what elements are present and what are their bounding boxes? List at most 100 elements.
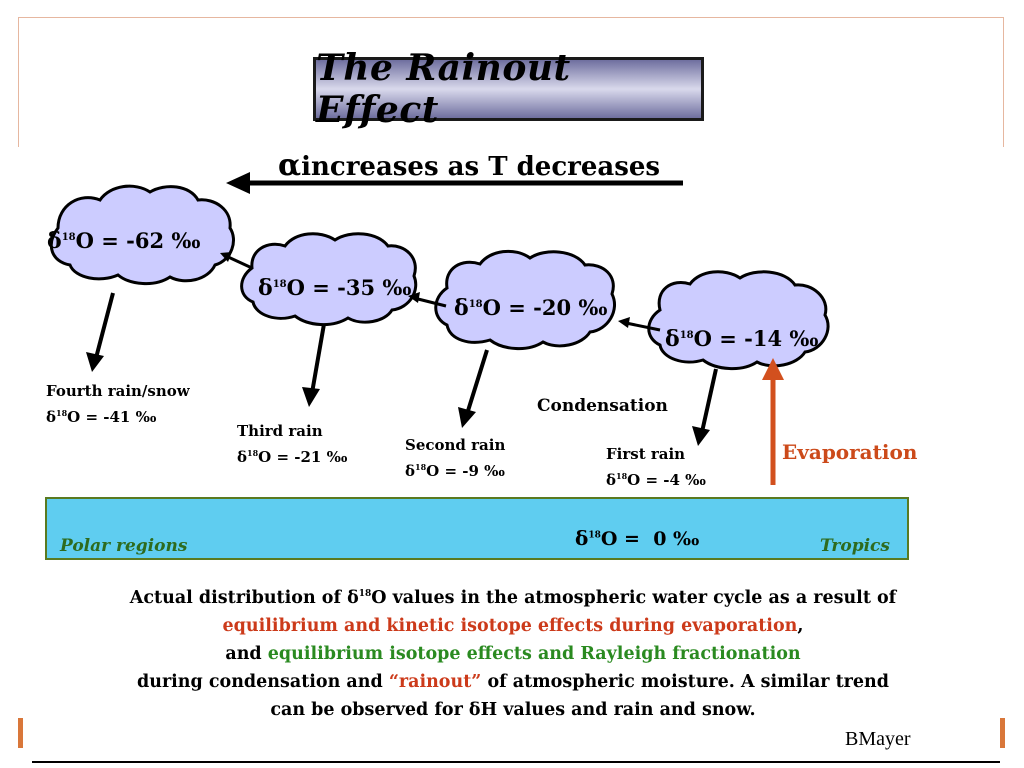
delta-symbol: δ [606, 471, 617, 489]
page-title: The Rainout Effect [316, 47, 571, 131]
cloud-label-3: δ18O = -20 ‰ [454, 295, 607, 321]
cloud-link-arrow-1 [225, 254, 253, 270]
ocean-value: 0 ‰ [653, 528, 700, 550]
isotope-tail: O = [600, 528, 647, 550]
caption-text: during condensation and [136, 671, 389, 692]
cloud-value-3: -20 ‰ [533, 295, 608, 320]
delta-symbol: δ [454, 295, 469, 321]
delta-symbol: δ [258, 275, 273, 301]
caption-text: , [797, 615, 804, 636]
isotope-mass: 18 [616, 471, 628, 481]
cloud-value-1: -62 ‰ [126, 228, 201, 253]
rain-value-2: -21 ‰ [294, 448, 348, 466]
delta-symbol: δ [405, 462, 416, 480]
delta-symbol: δ [468, 699, 481, 720]
caption-text: can be observed for [270, 699, 469, 720]
rain-value-3: -9 ‰ [462, 462, 505, 480]
rain-label-3: Second rain δ18O = -9 ‰ [405, 434, 505, 482]
caption: Actual distribution of δ18O values in th… [28, 580, 998, 724]
caption-line-4: during condensation and “rainout” of atm… [28, 668, 998, 696]
cloud-value-4: -14 ‰ [744, 326, 819, 351]
rain-arrow-1 [94, 292, 115, 359]
evaporation-label: Evaporation [782, 440, 918, 464]
isotope-mass: 18 [588, 530, 601, 541]
isotope-tail: O = [426, 462, 463, 480]
polar-regions-label: Polar regions [60, 536, 188, 556]
rain-value-4: -4 ‰ [663, 471, 706, 489]
cloud-link-arrowhead-3 [618, 317, 630, 328]
cloud-link-arrow-2 [413, 296, 447, 308]
isotope-mass: 18 [679, 330, 694, 341]
cloud-value-2: -35 ‰ [337, 275, 412, 300]
delta-symbol: δ [237, 448, 248, 466]
caption-text: O values in the atmospheric water cycle … [371, 587, 897, 608]
delta-symbol: δ [347, 587, 359, 608]
rain-name-3: Second rain [405, 436, 506, 454]
cloud-shape-1 [49, 184, 235, 285]
trend-statement: αincreases as T decreases [278, 148, 660, 183]
frame-left-line [18, 17, 19, 147]
accent-bar-left [18, 718, 23, 748]
delta-symbol: δ [665, 326, 680, 352]
rain-arrow-3 [465, 349, 489, 415]
rain-value-1: -41 ‰ [103, 408, 157, 426]
cloud-label-4: δ18O = -14 ‰ [665, 326, 818, 352]
cloud-link-arrowhead-2 [408, 292, 420, 303]
accent-bar-right [1000, 718, 1005, 748]
rain-arrowhead-4 [692, 426, 710, 446]
isotope-tail: O = [258, 448, 295, 466]
title-box: The Rainout Effect [313, 47, 704, 131]
caption-line-2: equilibrium and kinetic isotope effects … [28, 612, 998, 640]
bottom-rule [32, 761, 1000, 763]
rain-arrow-4 [700, 368, 718, 433]
rain-arrowhead-2 [302, 387, 320, 407]
frame-right-line [1003, 17, 1004, 147]
rain-name-1: Fourth rain/snow [46, 382, 190, 400]
rain-label-4: First rain δ18O = -4 ‰ [606, 443, 706, 491]
isotope-tail: O = [67, 408, 104, 426]
frame-top-line [18, 17, 1004, 18]
isotope-tail: O = [75, 228, 127, 253]
caption-text: and [225, 643, 268, 664]
cloud-link-arrowhead-1 [220, 252, 232, 262]
rain-name-2: Third rain [237, 422, 323, 440]
isotope-tail: O = [627, 471, 664, 489]
caption-line-5: can be observed for δH values and rain a… [28, 696, 998, 724]
delta-symbol: δ [575, 526, 589, 550]
isotope-mass: 18 [61, 232, 76, 243]
isotope-mass: 18 [415, 462, 427, 472]
isotope-tail: O = [693, 326, 745, 351]
cloud-link-arrow-3 [625, 321, 661, 332]
rain-arrowhead-3 [458, 407, 476, 428]
isotope-mass: 18 [247, 448, 259, 458]
cloud-label-2: δ18O = -35 ‰ [258, 275, 411, 301]
caption-line-3: and equilibrium isotope effects and Rayl… [28, 640, 998, 668]
alpha-symbol: α [278, 148, 302, 183]
cloud-shape-3 [434, 249, 616, 350]
isotope-mass: 18 [358, 589, 372, 599]
isotope-tail: O = [482, 295, 534, 320]
tropics-label: Tropics [820, 536, 890, 556]
evaporation-arrowhead [762, 358, 784, 380]
isotope-mass: 18 [272, 279, 287, 290]
rain-arrowhead-1 [86, 352, 104, 372]
ocean-band [45, 497, 909, 560]
rain-label-1: Fourth rain/snow δ18O = -41 ‰ [46, 380, 190, 428]
rain-arrow-2 [310, 323, 326, 394]
rain-label-2: Third rain δ18O = -21 ‰ [237, 420, 347, 468]
ocean-delta-value: δ18O = 0 ‰ [575, 526, 699, 550]
cloud-shape-4 [647, 270, 830, 370]
cloud-label-1: δ18O = -62 ‰ [47, 228, 200, 254]
caption-evaporation-effects: equilibrium and kinetic isotope effects … [222, 615, 798, 636]
delta-symbol: δ [46, 408, 57, 426]
caption-text: H values and rain and snow. [480, 699, 756, 720]
trend-text: increases as T decreases [301, 152, 661, 182]
isotope-tail: O = [286, 275, 338, 300]
caption-text: Actual distribution of [129, 587, 348, 608]
caption-rainout: “rainout” [388, 671, 482, 692]
trend-arrowhead [226, 172, 250, 194]
isotope-mass: 18 [56, 408, 68, 418]
caption-line-1: Actual distribution of δ18O values in th… [28, 580, 998, 612]
caption-text: of atmospheric moisture. A similar trend [481, 671, 889, 692]
